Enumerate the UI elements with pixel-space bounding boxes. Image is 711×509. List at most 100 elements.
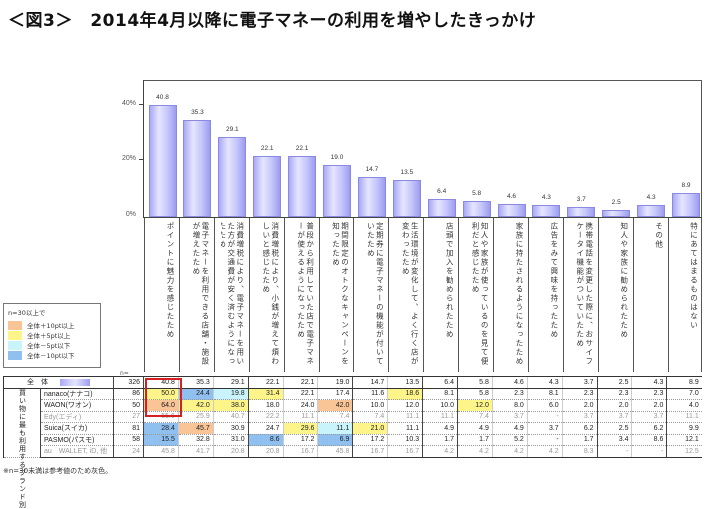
- table-cell: 6.2: [631, 422, 667, 435]
- bar-value-label: 5.8: [472, 190, 482, 198]
- table-cell: 11.1: [317, 422, 353, 435]
- table-cell: 12.1: [666, 434, 702, 446]
- table-cell: 22.1: [247, 376, 284, 389]
- sample-size: 326: [113, 376, 144, 389]
- bar: [602, 210, 631, 217]
- table-cell: 8.1: [526, 388, 563, 400]
- sample-size: 58: [113, 434, 144, 446]
- highlight-box: [145, 378, 182, 417]
- category-divider: [493, 218, 494, 372]
- bar-value-label: 6.4: [437, 188, 447, 196]
- table-cell: 2.5: [596, 376, 632, 389]
- bar: [497, 204, 526, 217]
- table-cell: 19.8: [212, 388, 249, 400]
- table-row: Edy(エディ) 27 55.6 25.9 40.7 22.2 11.1 7.4 7.4 11.1…: [4, 411, 702, 423]
- table-cell: 16.7: [282, 445, 318, 458]
- table-cell: 31.4: [247, 388, 284, 400]
- bar: [637, 205, 666, 217]
- sample-size: 86: [113, 388, 144, 400]
- table-cell: 1.7: [457, 434, 493, 446]
- table-cell: 4.2: [422, 445, 458, 458]
- legend-swatch-orange: [8, 320, 22, 330]
- table-cell: 28.4: [143, 422, 179, 435]
- bar-value-label: 4.3: [541, 194, 551, 202]
- bar: [323, 164, 351, 217]
- table-cell: 2.0: [631, 399, 667, 412]
- bar-value-label: 35.3: [191, 108, 204, 116]
- sample-size: 81: [113, 422, 144, 435]
- table-cell: 11.1: [282, 411, 318, 423]
- table-cell: 3.4: [596, 434, 632, 446]
- table-cell: 4.9: [491, 422, 528, 435]
- category-divider: [248, 218, 250, 372]
- table-cell: 2.3: [631, 388, 667, 400]
- table-cell: 8.0: [491, 399, 528, 412]
- y-tick-mark: [139, 104, 144, 105]
- table-cell: 42.0: [317, 399, 353, 412]
- footnote: ※n=30未満は参考値のため灰色。: [3, 467, 113, 475]
- table-cell: 4.2: [526, 445, 563, 458]
- chart-frame: [143, 80, 702, 372]
- category-label: 携帯電話を変更した際に、おサイフケータイ機能がついていたため: [575, 222, 594, 366]
- table-cell: 50.0: [143, 388, 179, 400]
- table-cell: 20.8: [212, 445, 249, 458]
- table-cell: 1.7: [561, 434, 598, 446]
- table-cell: 45.7: [177, 422, 214, 435]
- category-divider: [667, 218, 669, 372]
- table-cell: 45.8: [143, 445, 179, 458]
- table-cell: 24.4: [177, 388, 214, 400]
- table-cell: 4.2: [491, 445, 528, 458]
- sample-size: 24: [113, 445, 144, 458]
- table-cell: 7.4: [352, 411, 388, 423]
- category-divider: [423, 218, 425, 372]
- category-label: 消費増税により、電子マネーを用いた方が交通費が安く済むようになったため: [220, 222, 245, 366]
- table-cell: 8.3: [561, 445, 598, 458]
- table-cell: 5.8: [457, 388, 493, 400]
- bar: [532, 205, 561, 217]
- table-cell: 16.7: [352, 445, 388, 458]
- legend-item: 全体＋10pt以上: [8, 320, 96, 330]
- bar-value-label: 40.8: [156, 93, 169, 101]
- bar-value-label: 13.5: [400, 168, 414, 176]
- table-cell: 41.7: [177, 445, 214, 458]
- table-cell: 4.2: [457, 445, 493, 458]
- table-cell: 11.1: [387, 411, 423, 423]
- table-cell: 19.0: [317, 376, 353, 389]
- table-cell: 12.0: [457, 399, 493, 412]
- bar: [672, 192, 700, 217]
- table-row: au WALLET, iD, 他 24 45.8 41.7 20.8 20.8 16.7 45…: [4, 445, 702, 458]
- category-divider: [458, 218, 460, 372]
- bar: [427, 199, 456, 217]
- table-cell: 2.0: [596, 399, 632, 412]
- category-label: 生活環境が変化して、よく行く店が変わったため: [401, 222, 420, 366]
- table-cell: 4.6: [491, 376, 528, 389]
- table-cell: 24.7: [247, 422, 284, 435]
- table-cell: 12.0: [387, 399, 423, 412]
- bar: [392, 179, 421, 217]
- category-divider: [632, 218, 634, 372]
- brand-name: PASMO(パスモ): [40, 434, 114, 446]
- table-cell: 16.7: [387, 445, 423, 458]
- table-cell: 7.4: [317, 411, 353, 423]
- bar-value-label: 19.0: [330, 153, 344, 161]
- table-cell: 2.3: [596, 388, 632, 400]
- bar: [183, 119, 212, 217]
- table-cell: 3.7: [631, 411, 667, 423]
- table-cell: 6.2: [561, 422, 598, 435]
- table-cell: 7.4: [457, 411, 493, 423]
- bar-value-label: 8.9: [681, 181, 691, 189]
- table-cell: 32.8: [177, 434, 214, 446]
- legend-header: n=30以上で: [8, 309, 46, 317]
- category-label: 広告をみて興味を持ったため: [549, 222, 559, 339]
- bar-value-label: 4.3: [646, 194, 656, 202]
- category-divider: [353, 218, 355, 372]
- category-label: 消費増税により、小銭が増えて煩わしいと感じたため: [261, 222, 280, 366]
- y-tick-mark: [139, 159, 144, 160]
- brand-name: nanaco(ナナコ): [40, 388, 114, 400]
- table-cell: 22.1: [282, 376, 318, 389]
- table-cell: 7.0: [666, 388, 702, 400]
- table-cell: 11.1: [666, 411, 702, 423]
- category-label: 普段から利用していた店で電子マネーが使えるようになったため: [296, 222, 315, 366]
- legend-swatch-yellow: [8, 330, 22, 340]
- category-label: 知人や家族に勧められたため: [619, 222, 629, 339]
